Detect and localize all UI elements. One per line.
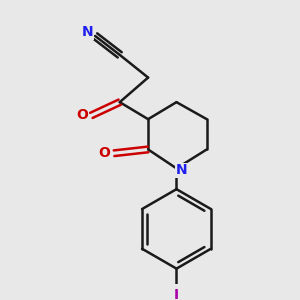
Text: N: N — [176, 163, 187, 177]
Text: I: I — [174, 288, 179, 300]
Text: O: O — [76, 108, 88, 122]
Text: N: N — [82, 25, 93, 39]
Text: O: O — [99, 146, 110, 160]
